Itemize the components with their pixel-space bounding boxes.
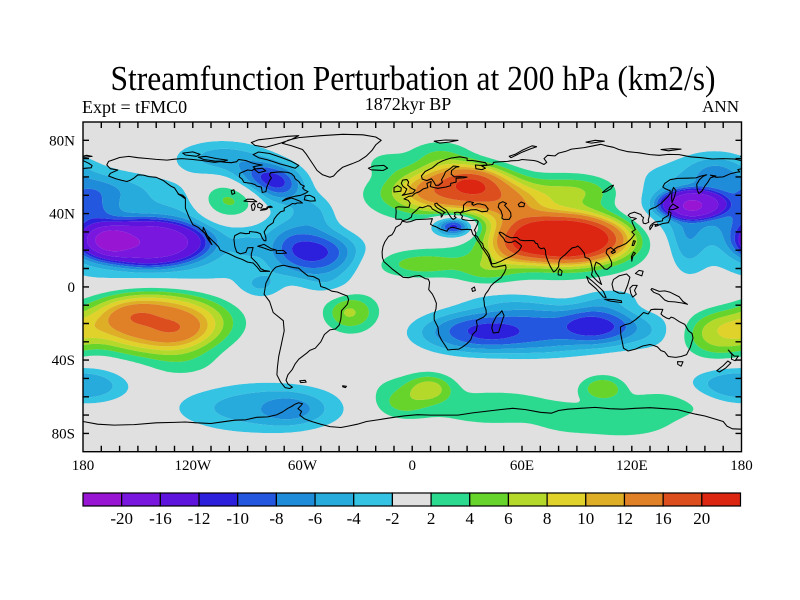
svg-text:180: 180 bbox=[730, 458, 753, 474]
svg-text:6: 6 bbox=[504, 509, 513, 528]
svg-text:40N: 40N bbox=[49, 207, 75, 223]
svg-text:8: 8 bbox=[543, 509, 552, 528]
svg-text:2: 2 bbox=[427, 509, 436, 528]
svg-text:10: 10 bbox=[577, 509, 594, 528]
svg-text:1872kyr BP: 1872kyr BP bbox=[365, 94, 452, 114]
svg-text:12: 12 bbox=[616, 509, 633, 528]
svg-text:80S: 80S bbox=[52, 426, 75, 442]
svg-text:-10: -10 bbox=[226, 509, 249, 528]
svg-text:20: 20 bbox=[693, 509, 710, 528]
svg-text:-2: -2 bbox=[385, 509, 399, 528]
svg-text:40S: 40S bbox=[52, 353, 75, 369]
svg-text:Streamfunction Perturbation at: Streamfunction Perturbation at 200 hPa (… bbox=[111, 59, 716, 98]
svg-text:-4: -4 bbox=[347, 509, 362, 528]
svg-text:4: 4 bbox=[466, 509, 475, 528]
svg-text:16: 16 bbox=[655, 509, 672, 528]
svg-text:-16: -16 bbox=[149, 509, 172, 528]
svg-text:120W: 120W bbox=[174, 458, 212, 474]
svg-text:0: 0 bbox=[408, 458, 416, 474]
svg-text:120E: 120E bbox=[616, 458, 648, 474]
svg-text:-6: -6 bbox=[308, 509, 322, 528]
svg-text:-20: -20 bbox=[110, 509, 133, 528]
svg-text:ANN: ANN bbox=[702, 97, 739, 116]
svg-text:180: 180 bbox=[72, 458, 95, 474]
svg-text:-12: -12 bbox=[188, 509, 211, 528]
svg-text:60E: 60E bbox=[510, 458, 534, 474]
svg-text:0: 0 bbox=[68, 280, 76, 296]
svg-text:80N: 80N bbox=[49, 133, 75, 149]
svg-text:-8: -8 bbox=[269, 509, 283, 528]
svg-text:60W: 60W bbox=[288, 458, 318, 474]
svg-text:Expt = tFMC0: Expt = tFMC0 bbox=[82, 97, 187, 117]
